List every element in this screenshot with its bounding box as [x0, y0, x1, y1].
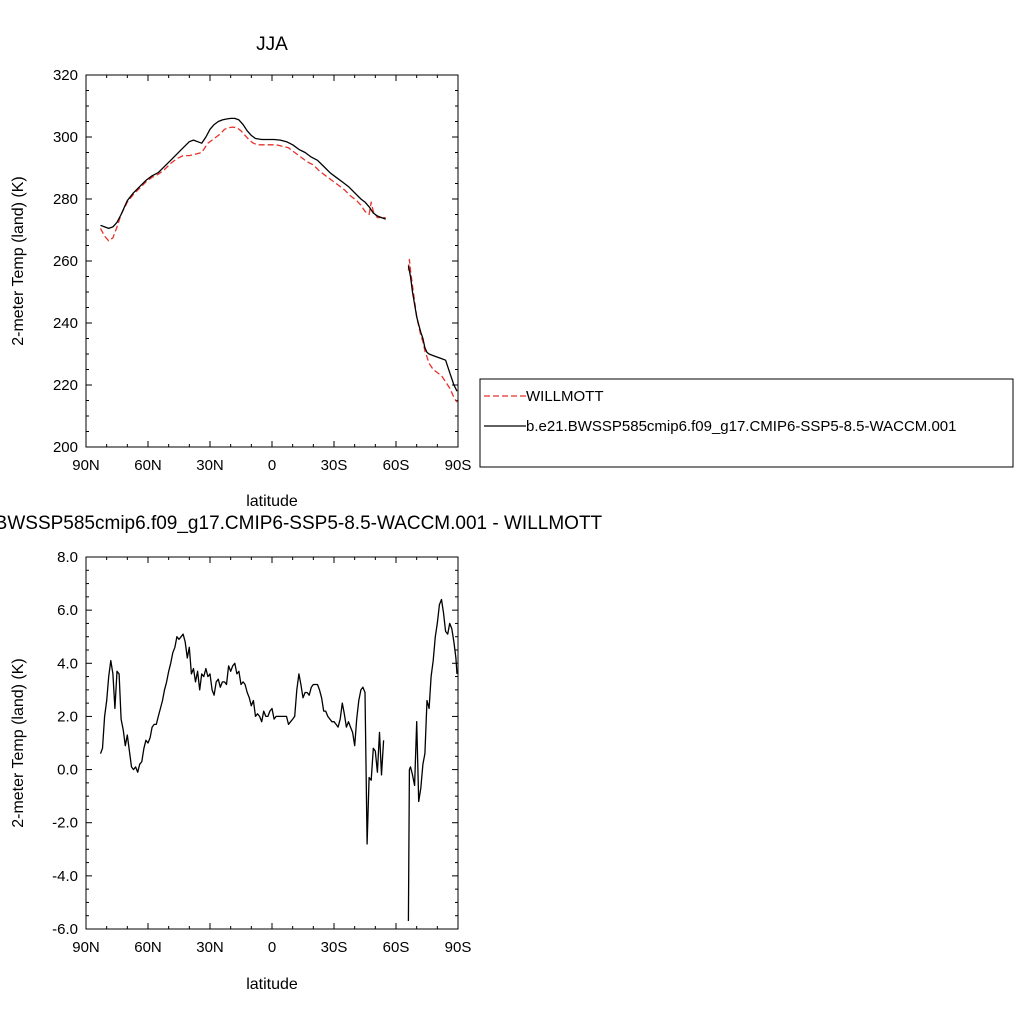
bottom-x-axis-ticks: 90N 60N 30N 0 30S 60S 90S [72, 557, 471, 956]
top-plot-frame [85, 74, 459, 448]
bottom-series-lines [99, 598, 458, 922]
top-y-axis-ticks: 200 220 240 260 280 300 320 [53, 67, 458, 456]
y-tick-label: 200 [53, 439, 78, 456]
y-tick-label: 4.0 [57, 655, 78, 672]
top-y-axis-label: 2-meter Temp (land) (K) [10, 176, 27, 346]
top-x-axis-ticks: 90N 60N 30N 0 30S 60S 90S [72, 75, 471, 474]
y-tick-label: 320 [53, 67, 78, 84]
bottom-chart-title: b.e21.BWSSP585cmip6.f09_g17.CMIP6-SSP5-8… [0, 513, 603, 534]
y-tick-label: 240 [53, 315, 78, 332]
top-series-1-segment-1 [407, 265, 458, 392]
top-x-axis-label: latitude [246, 493, 298, 510]
y-tick-label: 2.0 [57, 708, 78, 725]
y-tick-label: 220 [53, 377, 78, 394]
y-tick-label: 260 [53, 253, 78, 270]
x-tick-label: 90S [445, 939, 472, 956]
y-tick-label: -2.0 [52, 815, 78, 832]
bottom-panel: b.e21.BWSSP585cmip6.f09_g17.CMIP6-SSP5-8… [0, 513, 603, 993]
x-tick-label: 60S [383, 939, 410, 956]
top-series-lines [99, 117, 458, 403]
legend-label-willmott: WILLMOTT [526, 388, 604, 405]
bottom-y-axis-label: 2-meter Temp (land) (K) [10, 658, 27, 828]
bot-series-0-segment-1 [407, 598, 458, 922]
y-tick-label: 280 [53, 191, 78, 208]
x-tick-label: 60N [134, 457, 162, 474]
x-tick-label: 90S [445, 457, 472, 474]
top-panel: JJA 90N 60N 30N 0 30S 60S 90S 200 220 240 260 280 3… [10, 34, 471, 510]
bottom-x-axis-label: latitude [246, 976, 298, 993]
y-tick-label: 300 [53, 129, 78, 146]
y-tick-label: 0.0 [57, 762, 78, 779]
top-series-0-segment-1 [407, 258, 458, 403]
x-tick-label: 30S [321, 939, 348, 956]
x-tick-label: 60N [134, 939, 162, 956]
legend: WILLMOTT b.e21.BWSSP585cmip6.f09_g17.CMI… [479, 378, 1014, 468]
x-tick-label: 30N [196, 457, 224, 474]
bot-series-0-segment-0 [99, 633, 385, 845]
y-tick-label: -6.0 [52, 921, 78, 938]
x-tick-label: 30S [321, 457, 348, 474]
y-tick-label: 8.0 [57, 549, 78, 566]
y-tick-label: 6.0 [57, 602, 78, 619]
legend-label-model: b.e21.BWSSP585cmip6.f09_g17.CMIP6-SSP5-8… [526, 418, 956, 435]
x-tick-label: 0 [268, 457, 276, 474]
bottom-plot-frame [85, 556, 459, 930]
top-chart-title: JJA [256, 34, 288, 55]
top-series-0-segment-0 [99, 126, 386, 242]
top-series-1-segment-0 [100, 117, 386, 230]
x-tick-label: 60S [383, 457, 410, 474]
x-tick-label: 0 [268, 939, 276, 956]
y-tick-label: -4.0 [52, 868, 78, 885]
bottom-y-axis-ticks: -6.0 -4.0 -2.0 0.0 2.0 4.0 6.0 8.0 [52, 549, 458, 938]
x-tick-label: 90N [72, 457, 100, 474]
legend-box [479, 378, 1014, 468]
x-tick-label: 30N [196, 939, 224, 956]
x-tick-label: 90N [72, 939, 100, 956]
